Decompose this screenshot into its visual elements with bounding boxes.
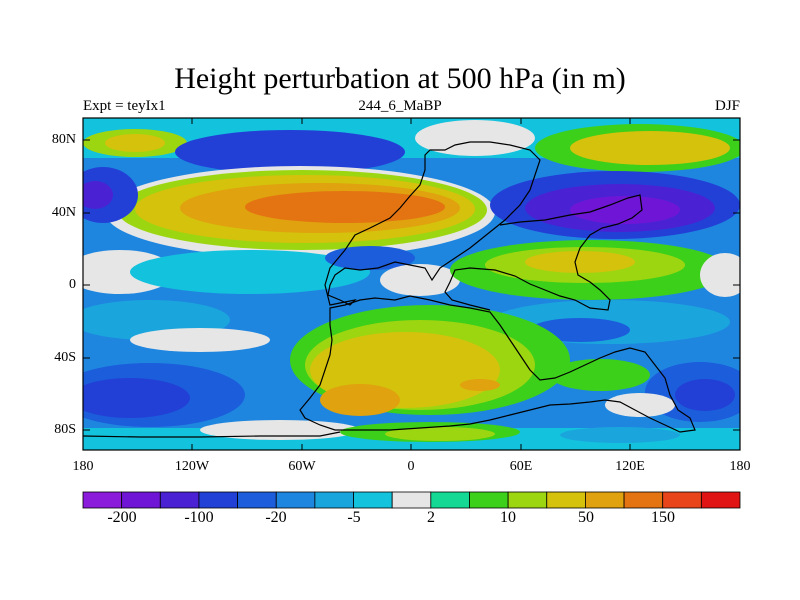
antarctic-high-core [385, 427, 495, 441]
colorbar-cell [353, 491, 393, 509]
contour-field [83, 118, 740, 450]
experiment-label: Expt = teyIx1 [83, 98, 166, 114]
colorbar-cell [82, 491, 123, 509]
tropics-cyan-west [130, 250, 370, 294]
colorbar-cell [237, 491, 277, 509]
colorbar-label: -100 [184, 509, 214, 526]
lat-label-80n: 80N [51, 132, 76, 147]
colorbar-label: 10 [500, 509, 516, 526]
colorbar-cell [700, 491, 741, 509]
colorbar-cell [585, 491, 625, 509]
colorbar-label: -20 [265, 509, 287, 526]
arctic-low-west [175, 130, 405, 174]
tropics-low-west [325, 246, 415, 270]
sh-neutral-east [605, 393, 675, 417]
continent-outline-south-shelf [83, 431, 341, 438]
colorbar-cell [546, 491, 586, 509]
lat-ticks [83, 139, 740, 431]
season-label: DJF [714, 98, 740, 114]
sh-low-west-core [83, 378, 190, 418]
lon-label-60w: 60W [288, 459, 316, 474]
lon-label-180w: 180 [72, 459, 94, 474]
colorbar-cell [121, 491, 161, 509]
arctic-high-west-core [105, 134, 165, 152]
colorbar-label: -5 [347, 509, 361, 526]
antarctic-cyan-east [560, 427, 680, 443]
lon-label-60e: 60E [509, 459, 533, 474]
colorbar-cell [198, 491, 238, 509]
colorbar-label: 50 [578, 509, 594, 526]
colorbar-cell [662, 491, 702, 509]
lat-label-40s: 40S [54, 350, 76, 365]
lon-label-180e: 180 [729, 459, 751, 474]
colorbar-cell [159, 491, 200, 509]
colorbar-cell [314, 491, 354, 509]
continent-outline-north-east [444, 194, 643, 311]
colorbar-cell [469, 491, 509, 509]
lat-label-80s: 80S [54, 422, 76, 437]
colorbar-cell [275, 491, 316, 509]
lon-label-0: 0 [407, 459, 415, 474]
colorbar-cell [507, 491, 548, 509]
lon-label-120w: 120W [174, 459, 210, 474]
colorbar-label: -200 [107, 509, 137, 526]
sh-high-core-south [320, 384, 400, 416]
colorbar-cell [391, 491, 432, 509]
sh-low-east-core [675, 379, 735, 411]
nh-high-core [245, 191, 445, 223]
lat-label-40n: 40N [51, 205, 76, 220]
colorbar-cell [623, 491, 664, 509]
colorbar-label: 150 [651, 509, 675, 526]
sh-trop-neutral-west [130, 328, 270, 352]
tropics-neutral-atlantic [380, 264, 460, 296]
colorbar-label: 2 [427, 509, 435, 526]
arctic-high-east-core [570, 131, 730, 165]
colorbar [82, 491, 741, 509]
arctic-neutral-center [415, 120, 535, 156]
tropics-neutral-east [700, 253, 740, 297]
tropics-high-east-core [525, 251, 635, 273]
continent-outline-laurasia [324, 141, 541, 306]
continent-outline-gondwana [299, 295, 696, 433]
lon-label-120e: 120E [615, 459, 645, 474]
nh-low-east-core [570, 196, 680, 224]
colorbar-cell [430, 491, 470, 509]
lat-label-0: 0 [69, 277, 76, 292]
nh-low-dateline-west-core [83, 181, 113, 209]
sh-high-core-east [460, 379, 500, 391]
lon-ticks [191, 118, 631, 450]
sh-high-east-tail [550, 359, 650, 391]
time-period-label: 244_6_MaBP [358, 98, 442, 114]
plot-title: Height perturbation at 500 hPa (in m) [174, 62, 626, 95]
